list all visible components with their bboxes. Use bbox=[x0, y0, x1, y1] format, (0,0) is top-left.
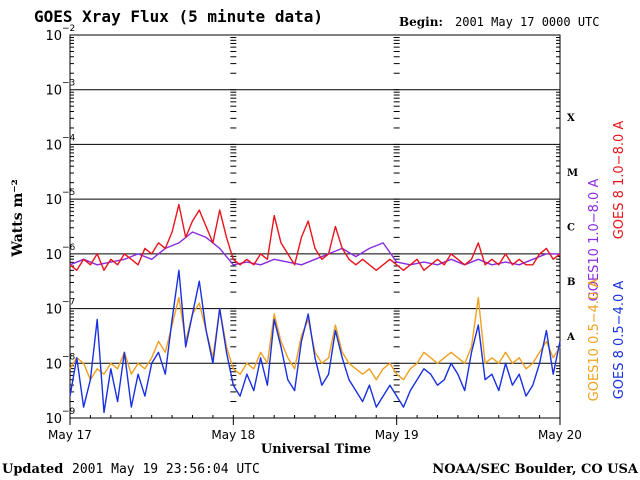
y-tick-exponent: −7 bbox=[62, 298, 75, 308]
legend-goes10-short: GOES10 0.5−4.0 A bbox=[587, 279, 602, 402]
x-tick-label: May 19 bbox=[375, 428, 419, 442]
y-tick-label: 10 bbox=[45, 84, 62, 99]
x-axis-label: Universal Time bbox=[261, 442, 371, 457]
legend-goes10-long: GOES10 1.0−8.0 A bbox=[587, 179, 602, 302]
series-line-1 bbox=[69, 203, 561, 271]
y-tick-label: 10 bbox=[45, 29, 62, 44]
y-tick-exponent: −2 bbox=[62, 24, 75, 34]
y-tick-exponent: −9 bbox=[62, 407, 76, 417]
y-tick-label: 10 bbox=[45, 357, 62, 372]
legend-goes8-short: GOES 8 0.5−4.0 A bbox=[612, 281, 627, 400]
y-tick-exponent: −3 bbox=[62, 79, 75, 89]
y-tick-label: 10 bbox=[45, 303, 62, 318]
y-tick-exponent: −8 bbox=[62, 352, 76, 362]
y-tick-label: 10 bbox=[45, 193, 62, 208]
legend-goes8-long: GOES 8 1.0−8.0 A bbox=[612, 121, 627, 240]
flare-class-label: A bbox=[566, 332, 575, 343]
legend: GOES10 1.0−8.0 A GOES 8 1.0−8.0 A GOES10… bbox=[587, 121, 627, 402]
x-tick-label: May 18 bbox=[211, 428, 255, 442]
y-tick-exponent: −6 bbox=[62, 243, 76, 253]
y-tick-exponent: −4 bbox=[62, 133, 76, 143]
credit: NOAA/SEC Boulder, CO USA bbox=[432, 462, 639, 477]
series-line-2 bbox=[69, 296, 561, 381]
flare-class-label: M bbox=[567, 168, 578, 179]
series-line-0 bbox=[69, 231, 560, 266]
y-axis-label: Watts m⁻² bbox=[10, 179, 26, 258]
flare-class-label: B bbox=[567, 277, 575, 288]
flare-class-label: X bbox=[567, 113, 575, 124]
y-tick-exponent: −5 bbox=[62, 188, 75, 198]
x-tick-label: May 17 bbox=[48, 428, 92, 442]
begin-value: 2001 May 17 0000 UTC bbox=[455, 15, 600, 29]
begin-label: Begin: bbox=[399, 15, 443, 29]
updated-value: 2001 May 19 23:56:04 UTC bbox=[72, 462, 260, 477]
x-tick-label: May 20 bbox=[538, 428, 582, 442]
chart-title: GOES Xray Flux (5 minute data) bbox=[34, 7, 323, 26]
updated-label: Updated bbox=[2, 462, 63, 477]
y-tick-label: 10 bbox=[45, 412, 62, 427]
y-tick-label: 10 bbox=[45, 248, 62, 263]
flare-class-label: C bbox=[567, 223, 575, 234]
series-line-3 bbox=[69, 269, 561, 414]
y-tick-label: 10 bbox=[45, 138, 62, 153]
